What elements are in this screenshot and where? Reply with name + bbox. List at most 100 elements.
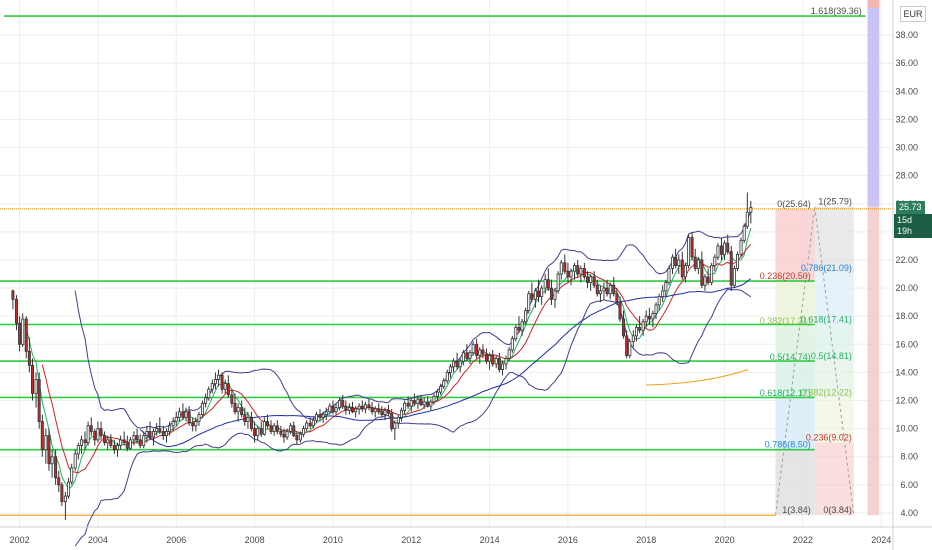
candle-body bbox=[357, 405, 361, 410]
candle-body bbox=[93, 431, 97, 441]
candle-body bbox=[625, 335, 629, 356]
y-tick-label: 32.00 bbox=[895, 114, 918, 124]
y-tick-label: 14.00 bbox=[895, 367, 918, 377]
candle-body bbox=[419, 398, 423, 406]
y-tick-label: 38.00 bbox=[895, 30, 918, 40]
candle-body bbox=[530, 293, 534, 300]
candle-body bbox=[181, 411, 185, 418]
candle-body bbox=[726, 242, 730, 252]
last-price-badge: 25.73 bbox=[896, 200, 925, 214]
candle-body bbox=[432, 395, 436, 403]
candle-body bbox=[703, 276, 707, 286]
candle-body bbox=[83, 439, 87, 444]
candle-body bbox=[109, 439, 113, 446]
candle-body bbox=[448, 366, 452, 373]
candle-body bbox=[370, 407, 374, 413]
currency-label[interactable]: EUR bbox=[900, 6, 926, 22]
candle-body bbox=[729, 251, 733, 286]
candle-body bbox=[399, 409, 403, 418]
candle-body bbox=[592, 276, 596, 286]
candle-body bbox=[50, 456, 54, 465]
candle-body bbox=[14, 298, 18, 324]
candle-body bbox=[308, 422, 312, 427]
candles bbox=[11, 192, 753, 520]
candle-body bbox=[661, 290, 665, 297]
candle-body bbox=[311, 419, 315, 427]
candle-body bbox=[559, 262, 563, 275]
candle-body bbox=[380, 411, 384, 415]
y-tick-label: 6.00 bbox=[900, 480, 918, 490]
candle-body bbox=[403, 402, 407, 411]
candle-body bbox=[749, 207, 753, 213]
candle-body bbox=[132, 435, 136, 441]
candle-body bbox=[377, 408, 381, 413]
candle-body bbox=[478, 349, 482, 356]
candle-body bbox=[89, 425, 93, 432]
fib-zone bbox=[814, 361, 854, 398]
y-tick-label: 18.00 bbox=[895, 311, 918, 321]
candle-body bbox=[161, 431, 165, 437]
candle-body bbox=[732, 268, 736, 286]
candle-body bbox=[164, 431, 168, 437]
candle-body bbox=[47, 435, 51, 465]
horizontal-lines: 1.618(39.36) bbox=[0, 6, 893, 516]
extension-zone bbox=[867, 0, 880, 8]
candle-body bbox=[289, 425, 293, 432]
candle-body bbox=[347, 407, 351, 411]
candle-body bbox=[70, 467, 74, 483]
candle-body bbox=[631, 335, 635, 342]
candle-body bbox=[171, 421, 175, 427]
candle-body bbox=[285, 431, 289, 438]
candle-body bbox=[455, 360, 459, 368]
candle-body bbox=[207, 388, 211, 399]
candle-body bbox=[612, 284, 616, 295]
candle-body bbox=[504, 357, 508, 365]
ma-slow bbox=[139, 278, 752, 448]
candle-body bbox=[481, 349, 485, 355]
candle-body bbox=[63, 495, 67, 503]
candle-body bbox=[566, 270, 570, 278]
candle-body bbox=[18, 322, 22, 345]
candle-body bbox=[272, 425, 276, 432]
candle-body bbox=[331, 405, 335, 413]
candle-body bbox=[321, 414, 325, 418]
candle-body bbox=[217, 374, 221, 380]
candle-body bbox=[243, 414, 247, 423]
candle-body bbox=[439, 386, 443, 393]
grid bbox=[0, 0, 893, 527]
candle-body bbox=[106, 439, 110, 444]
fib-zone bbox=[775, 398, 815, 450]
fib-zone bbox=[814, 272, 854, 325]
y-tick-label: 36.00 bbox=[895, 58, 918, 68]
candle-body bbox=[602, 287, 606, 292]
candle-body bbox=[586, 276, 589, 283]
fib-zone bbox=[775, 325, 815, 363]
candle-body bbox=[318, 414, 322, 418]
candle-body bbox=[491, 355, 495, 365]
ma-mid bbox=[41, 243, 752, 474]
candle-body bbox=[622, 318, 626, 337]
candle-body bbox=[204, 397, 208, 404]
candle-body bbox=[73, 453, 77, 469]
candle-body bbox=[184, 411, 188, 418]
candle-body bbox=[615, 293, 619, 303]
candle-body bbox=[275, 425, 279, 432]
candle-body bbox=[644, 315, 648, 323]
candle-body bbox=[527, 293, 531, 311]
y-tick-label: 4.00 bbox=[900, 508, 918, 518]
candle-body bbox=[687, 237, 691, 267]
candle-body bbox=[664, 282, 668, 292]
candle-body bbox=[230, 394, 234, 404]
fib-zones bbox=[775, 0, 880, 516]
candle-body bbox=[549, 287, 553, 300]
candle-body bbox=[468, 352, 472, 359]
x-tick-label: 2018 bbox=[636, 535, 656, 545]
candle-body bbox=[647, 315, 651, 320]
candle-body bbox=[210, 383, 214, 390]
candle-body bbox=[416, 398, 420, 404]
candle-body bbox=[628, 341, 632, 356]
candle-body bbox=[465, 352, 469, 359]
bollinger-upper bbox=[74, 210, 752, 429]
